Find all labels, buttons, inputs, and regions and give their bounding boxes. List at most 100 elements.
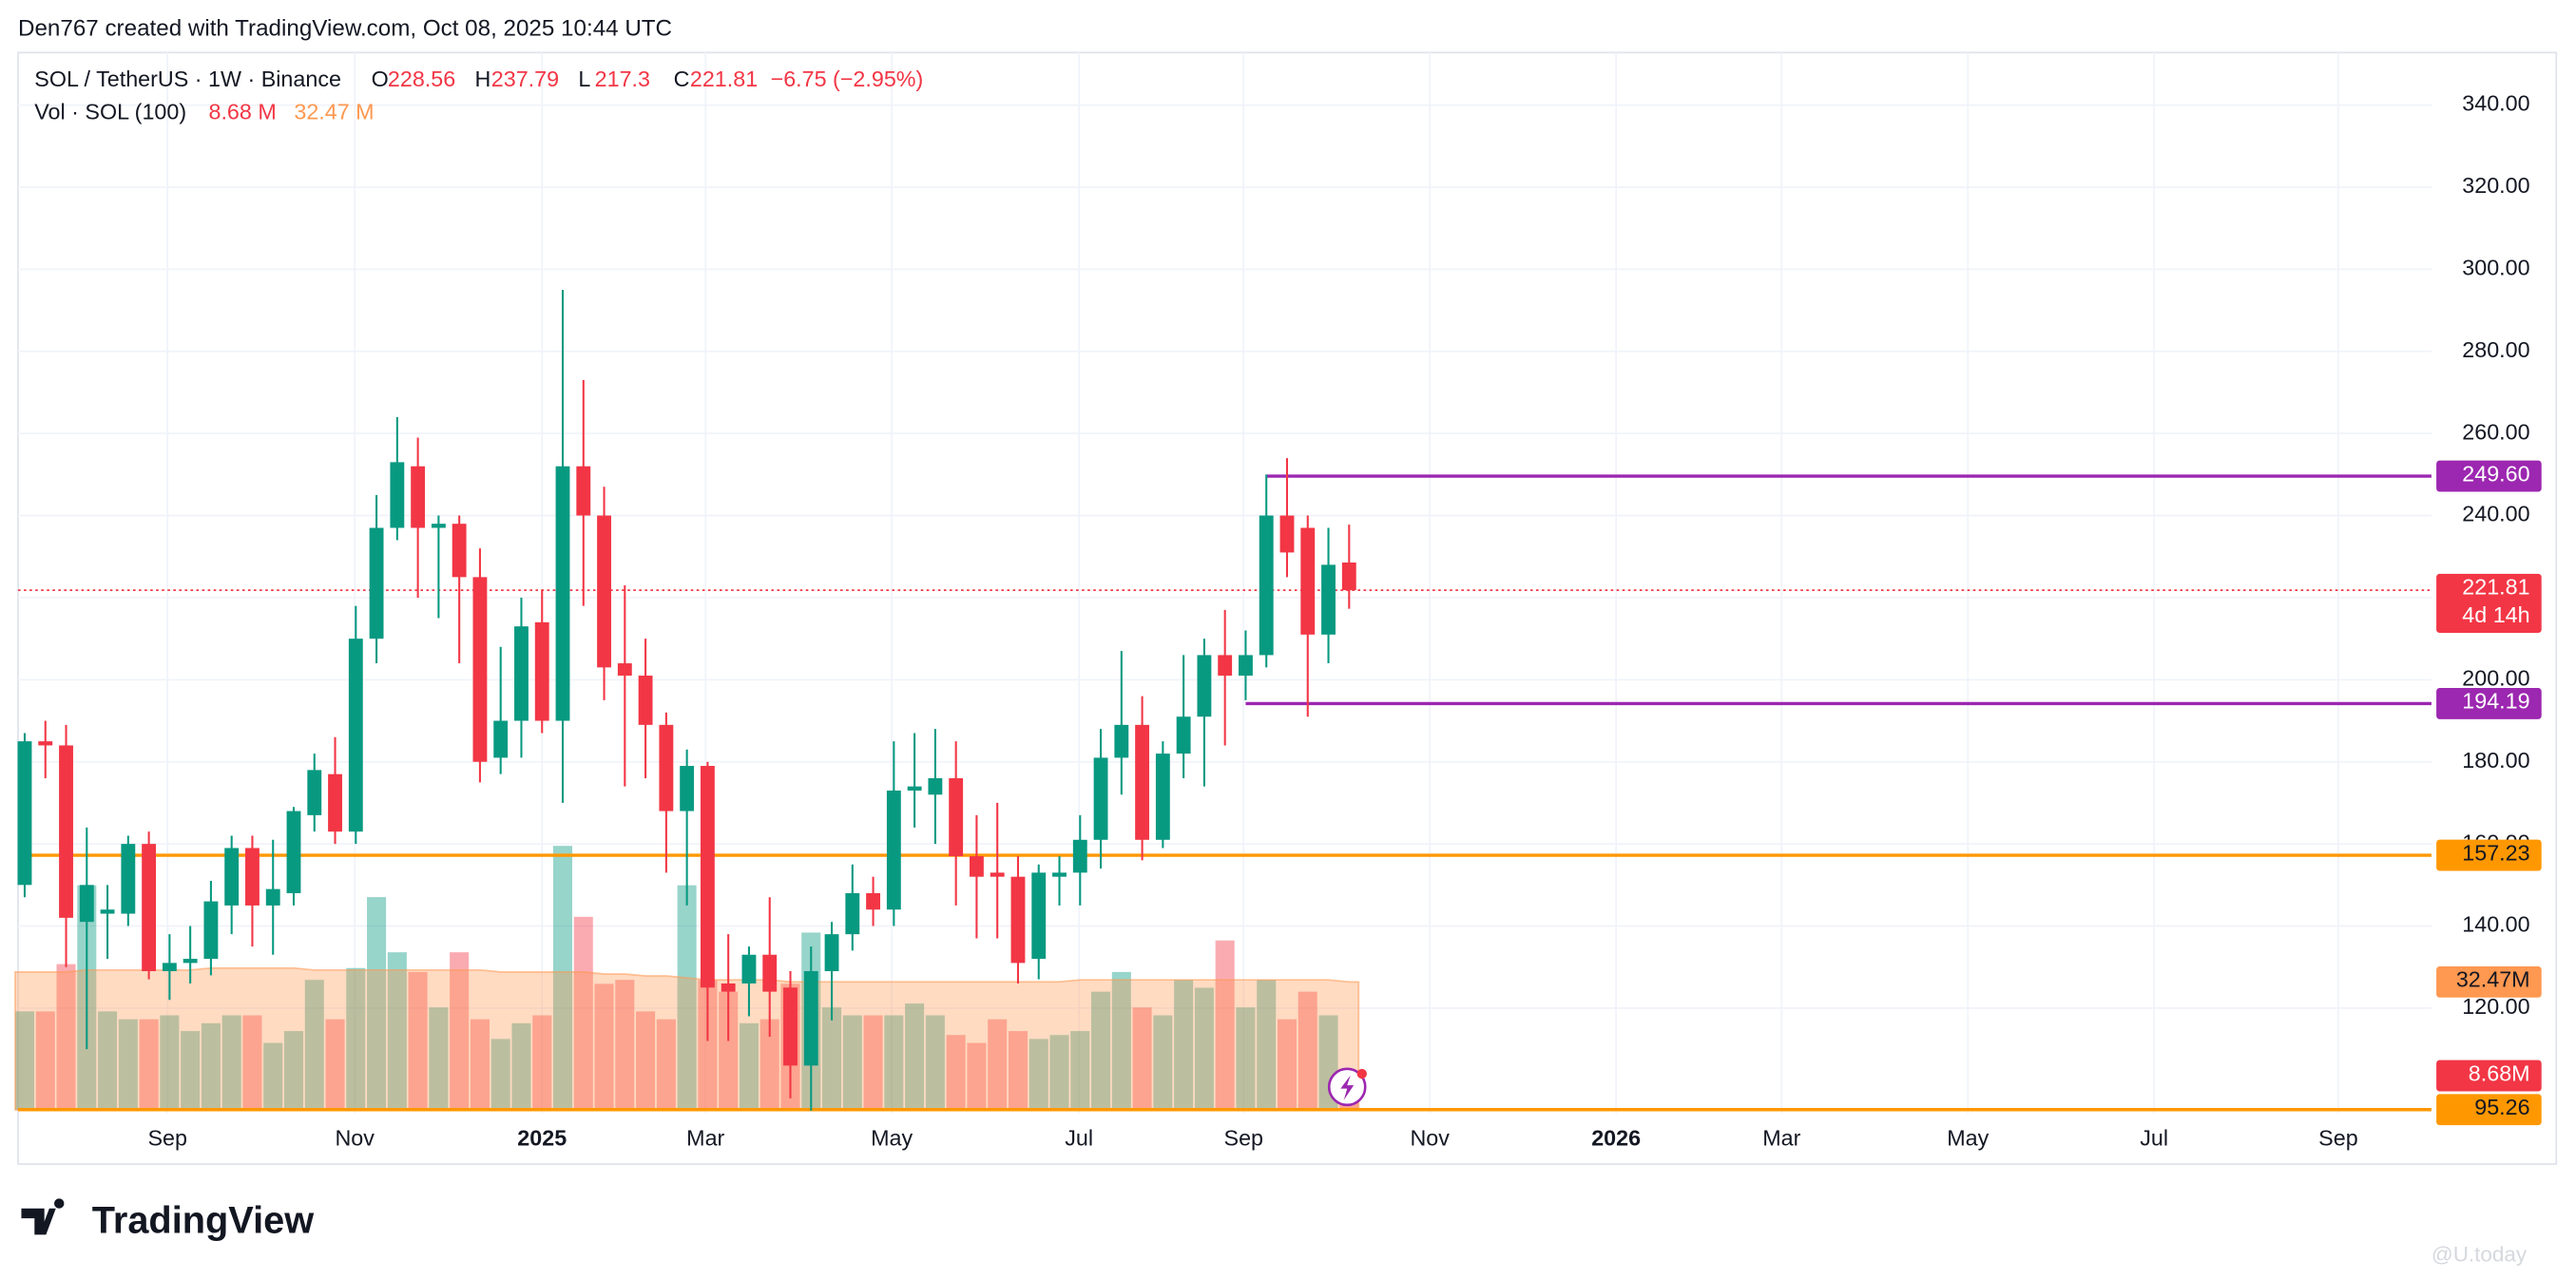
volume-bar bbox=[283, 1031, 304, 1111]
watermark: @U.today bbox=[2432, 1243, 2528, 1267]
y-tick-label: 180.00 bbox=[2462, 748, 2529, 773]
attribution: Den767 created with TradingView.com, Oct… bbox=[18, 15, 672, 41]
x-tick-label: Sep bbox=[2318, 1125, 2357, 1150]
candle-body bbox=[59, 745, 73, 918]
candle-body bbox=[514, 626, 529, 721]
replay-icon[interactable] bbox=[1327, 1067, 1367, 1107]
volume-bar bbox=[56, 964, 76, 1111]
volume-bar bbox=[470, 1019, 490, 1111]
candle-body bbox=[617, 663, 632, 677]
symbol: SOL / TetherUS · 1W · Binance bbox=[34, 67, 341, 91]
y-tick-label: 240.00 bbox=[2462, 502, 2529, 526]
candle-body bbox=[886, 790, 901, 910]
candle-body bbox=[928, 778, 943, 795]
candle-body bbox=[555, 466, 570, 721]
candle-body bbox=[17, 741, 32, 886]
candle-body bbox=[803, 971, 818, 1066]
candle-body bbox=[1072, 839, 1087, 873]
volume-bar bbox=[1008, 1031, 1028, 1111]
candle-body bbox=[245, 848, 260, 906]
candle-body bbox=[411, 466, 426, 528]
volume-bar bbox=[698, 980, 718, 1111]
y-tick-label: 140.00 bbox=[2462, 912, 2529, 937]
volume-value: 8.68 M bbox=[208, 99, 276, 124]
candle-body bbox=[638, 676, 653, 725]
volume-ma-label-text: 32.47M bbox=[2456, 967, 2530, 992]
logo-icon bbox=[21, 1198, 65, 1235]
volume-bar bbox=[884, 1015, 904, 1111]
candle-body bbox=[1341, 562, 1356, 591]
ohlc-value: 237.79 bbox=[491, 67, 559, 91]
candle-body bbox=[38, 741, 53, 746]
volume-bar bbox=[573, 916, 593, 1111]
candle-body bbox=[1010, 876, 1026, 964]
grid bbox=[18, 52, 2432, 1114]
y-tick-label: 280.00 bbox=[2462, 337, 2529, 362]
ohlc-letter: L bbox=[578, 67, 590, 91]
candle-body bbox=[741, 954, 757, 983]
candle-body bbox=[390, 462, 405, 528]
volume-bar bbox=[719, 991, 739, 1111]
volume-bar bbox=[242, 1015, 262, 1111]
volume-bar bbox=[98, 1011, 118, 1111]
x-tick-label: May bbox=[1947, 1125, 1989, 1150]
volume-bar bbox=[367, 897, 387, 1111]
candle-body bbox=[307, 770, 322, 815]
volume-bar bbox=[429, 1007, 449, 1111]
volume-bar bbox=[532, 1015, 552, 1111]
x-tick-label: Mar bbox=[1762, 1125, 1800, 1150]
volume-bar bbox=[387, 952, 407, 1111]
volume-bar bbox=[221, 1015, 241, 1111]
volume-bar bbox=[925, 1015, 945, 1111]
ohlc-letter: H bbox=[474, 67, 490, 91]
candle-body bbox=[348, 639, 363, 832]
volume-bar bbox=[304, 980, 324, 1111]
ohlc-letter: C bbox=[674, 67, 690, 91]
volume-bar bbox=[1215, 940, 1235, 1111]
candle-body bbox=[162, 963, 177, 972]
logo: TradingView bbox=[21, 1198, 314, 1242]
candle-body bbox=[1155, 754, 1170, 840]
icon-bolt[interactable] bbox=[1340, 1075, 1355, 1100]
x-tick-label: Sep bbox=[1224, 1125, 1263, 1150]
volume-bar bbox=[1298, 991, 1317, 1111]
volume-bar bbox=[160, 1015, 180, 1111]
candle-body bbox=[121, 844, 136, 914]
y-tick-label: 200.00 bbox=[2462, 665, 2529, 690]
volume-bar bbox=[181, 1031, 201, 1111]
ohlc-value: 217.3 bbox=[595, 67, 650, 91]
x-tick-label: Jul bbox=[2140, 1125, 2168, 1150]
candle-body bbox=[1321, 564, 1336, 635]
volume-bar bbox=[905, 1003, 925, 1111]
candle-body bbox=[1279, 515, 1295, 553]
volume-bar bbox=[1277, 1019, 1298, 1111]
volume-bar bbox=[552, 846, 573, 1111]
volume-bar bbox=[677, 885, 697, 1111]
x-tick-label: May bbox=[871, 1125, 913, 1150]
volume-pane bbox=[14, 846, 1360, 1111]
volume-bar bbox=[450, 952, 470, 1111]
candle-body bbox=[721, 983, 736, 992]
volume-bar bbox=[325, 1019, 345, 1111]
change: −6.75 (−2.95%) bbox=[771, 67, 924, 91]
volume-label-text: 8.68M bbox=[2469, 1060, 2530, 1085]
candle-body bbox=[1031, 872, 1047, 960]
volume-bar bbox=[842, 1015, 862, 1111]
candle-body bbox=[265, 888, 280, 906]
candle-body bbox=[907, 786, 922, 791]
volume-bar bbox=[1091, 991, 1111, 1111]
candle-body bbox=[1052, 872, 1067, 877]
volume-bar bbox=[14, 1011, 35, 1111]
y-tick-label: 300.00 bbox=[2462, 256, 2529, 280]
volume-bar bbox=[201, 1022, 221, 1111]
price-pane bbox=[17, 289, 2432, 1112]
volume-bar bbox=[967, 1042, 987, 1111]
volume-bar bbox=[759, 1019, 779, 1111]
y-tick-label: 260.00 bbox=[2462, 419, 2529, 444]
candle-body bbox=[597, 515, 611, 668]
volume-bar bbox=[739, 1022, 759, 1111]
icon-dot[interactable] bbox=[1356, 1068, 1367, 1079]
level-label-box bbox=[2436, 839, 2542, 871]
